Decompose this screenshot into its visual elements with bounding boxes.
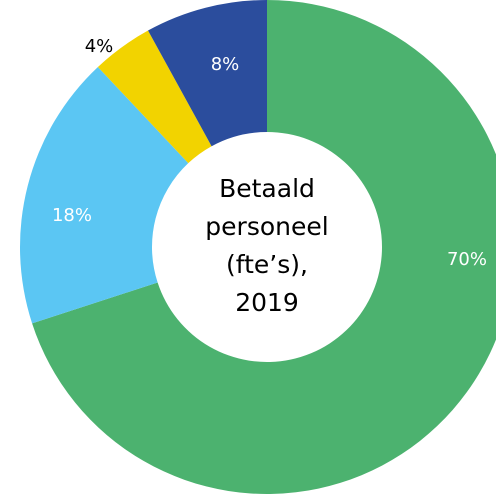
donut-slice (97, 30, 212, 164)
center-title: personeel (205, 212, 328, 241)
center-title: 2019 (235, 288, 299, 317)
slice-label: 18% (52, 205, 92, 226)
slice-label: 8% (211, 54, 240, 75)
donut-slice (148, 0, 267, 147)
center-title: (fte’s), (226, 250, 308, 279)
donut-slice (19, 66, 189, 324)
slice-label: 4% (85, 36, 114, 57)
center-title: Betaald (219, 174, 315, 203)
donut-slice (32, 0, 496, 494)
slice-label: 70% (447, 249, 487, 270)
